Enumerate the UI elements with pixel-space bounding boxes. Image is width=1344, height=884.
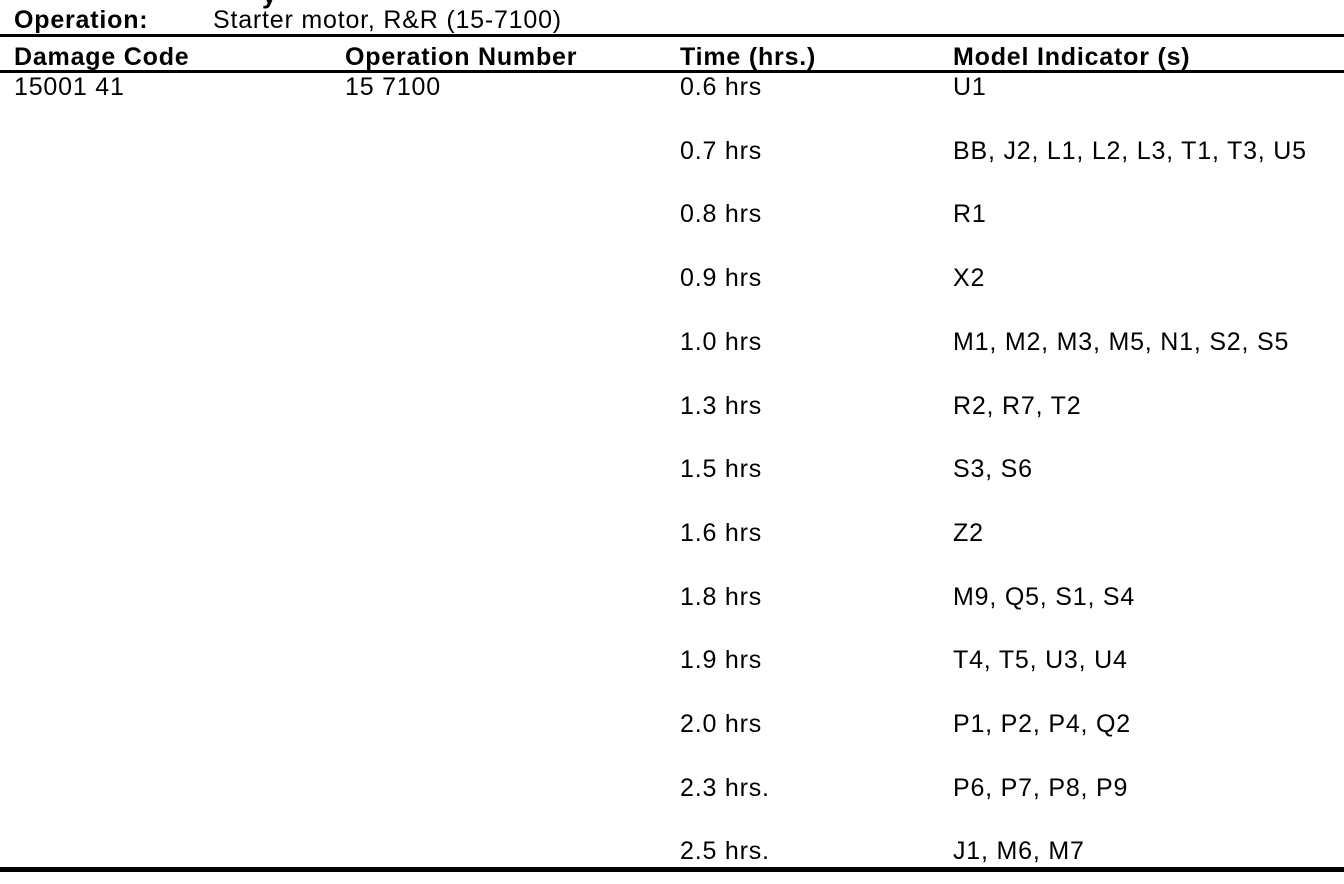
models-cell: M9, Q5, S1, S4: [953, 583, 1136, 611]
operation-value: Starter motor, R&R (15-7100): [213, 6, 562, 34]
models-cell: U1: [953, 73, 987, 101]
time-cell: 2.5 hrs.: [680, 837, 770, 865]
time-cell: 0.6 hrs: [680, 73, 763, 101]
time-cell: 1.8 hrs: [680, 583, 763, 611]
models-cell: S3, S6: [953, 455, 1033, 483]
time-cell: 1.5 hrs: [680, 455, 763, 483]
time-cell: 1.6 hrs: [680, 519, 763, 547]
models-cell: R1: [953, 200, 987, 228]
column-header-underline-rule: [0, 70, 1344, 73]
models-cell: BB, J2, L1, L2, L3, T1, T3, U5: [953, 137, 1307, 165]
models-cell: Z2: [953, 519, 984, 547]
models-cell: R2, R7, T2: [953, 392, 1082, 420]
column-header-time: Time (hrs.): [680, 43, 817, 71]
models-cell: P1, P2, P4, Q2: [953, 710, 1131, 738]
time-cell: 1.3 hrs: [680, 392, 763, 420]
time-cell: 0.8 hrs: [680, 200, 763, 228]
operation-number-value: 15 7100: [345, 73, 441, 101]
models-cell: M1, M2, M3, M5, N1, S2, S5: [953, 328, 1290, 356]
time-cell: 0.7 hrs: [680, 137, 763, 165]
operation-label: Operation:: [14, 6, 149, 34]
damage-code-value: 15001 41: [14, 73, 125, 101]
models-cell: P6, P7, P8, P9: [953, 774, 1129, 802]
time-cell: 2.0 hrs: [680, 710, 763, 738]
header-divider-rule: [0, 34, 1344, 37]
table-bottom-rule: [0, 867, 1344, 872]
time-cell: 2.3 hrs.: [680, 774, 770, 802]
models-cell: T4, T5, U3, U4: [953, 646, 1128, 674]
models-cell: J1, M6, M7: [953, 837, 1085, 865]
models-cell: X2: [953, 264, 986, 292]
time-cell: 1.0 hrs: [680, 328, 763, 356]
column-header-damage-code: Damage Code: [14, 43, 190, 71]
column-header-model-indicators: Model Indicator (s): [953, 43, 1191, 71]
column-header-operation-number: Operation Number: [345, 43, 578, 71]
time-cell: 0.9 hrs: [680, 264, 763, 292]
time-cell: 1.9 hrs: [680, 646, 763, 674]
cropped-text-fragment: y: [262, 0, 290, 9]
